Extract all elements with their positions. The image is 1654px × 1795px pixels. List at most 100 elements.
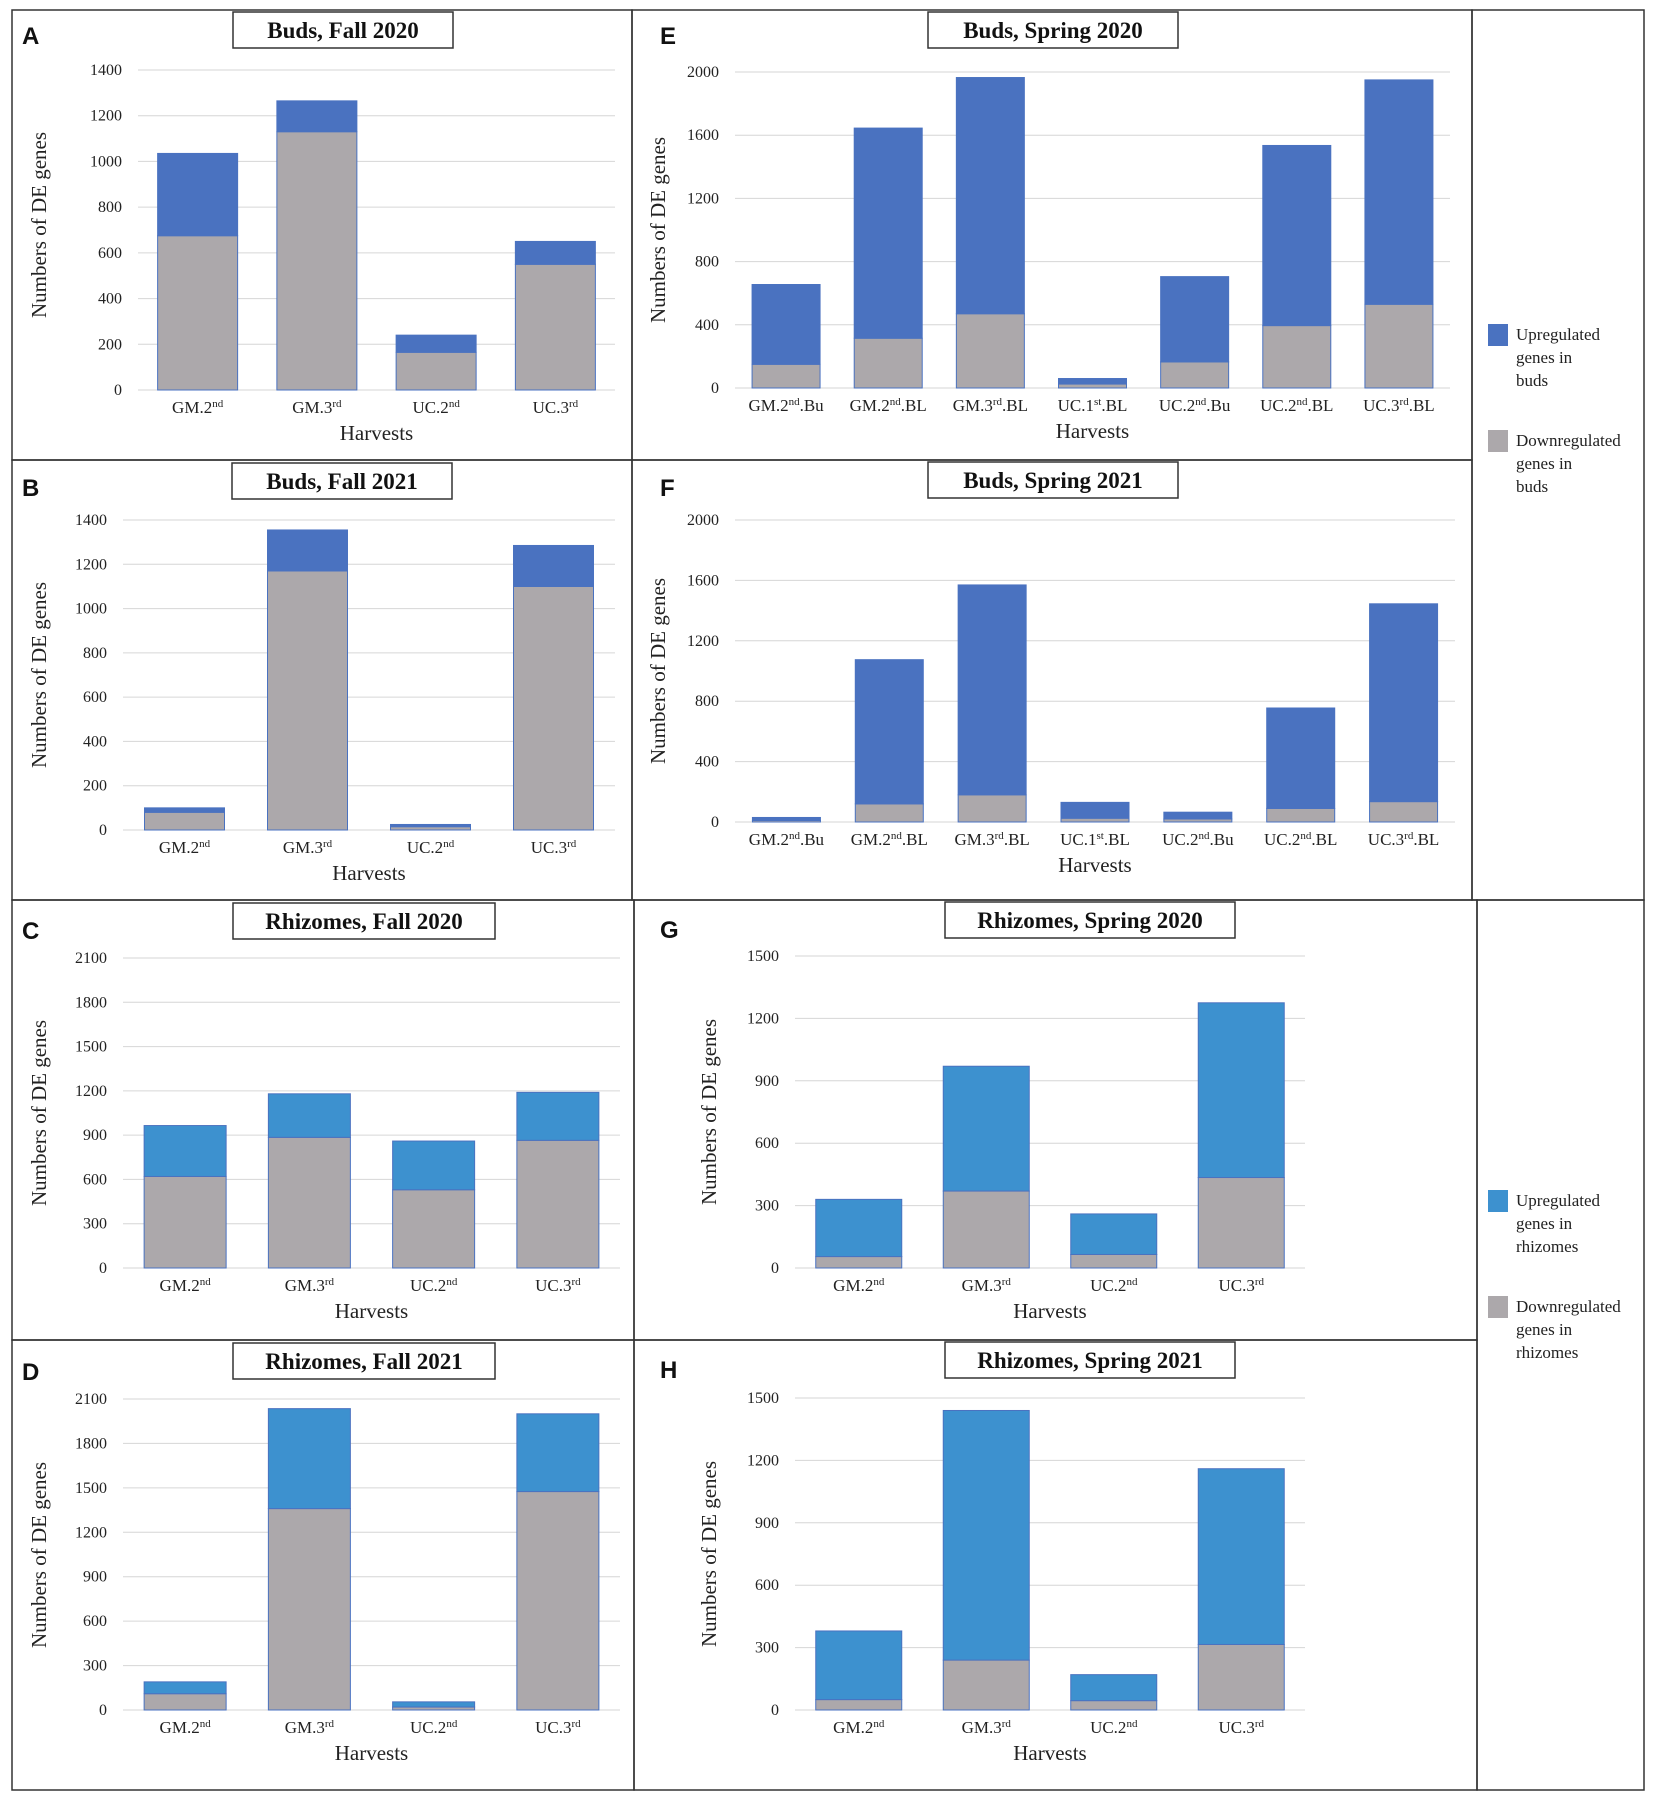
y-tick-label: 1600 <box>687 127 719 144</box>
charts-layer: 0 200 400 600 800 1000 1200 1400 GM.2nd GM.3rd UC.… <box>22 11 1455 1765</box>
chart-panel-d: 0 300 600 900 1200 1500 1800 2100 GM.2nd GM.3rd UC… <box>22 1342 620 1765</box>
x-axis-label: Harvests <box>1058 853 1131 877</box>
x-tick-label: UC.3rd <box>535 1718 581 1737</box>
bar-upregulated <box>751 816 821 821</box>
y-tick-label: 400 <box>83 733 107 750</box>
legend-rhizomes: Upregulated genes in rhizomes Downregulated… <box>1488 1190 1621 1362</box>
y-tick-label: 2000 <box>687 512 719 529</box>
y-tick-label: 300 <box>83 1216 107 1233</box>
chart-title-box <box>231 462 453 500</box>
bar-downregulated <box>942 1659 1030 1711</box>
bar-upregulated <box>1163 811 1233 820</box>
y-axis-label: Numbers of DE genes <box>27 132 51 318</box>
bar-downregulated <box>1197 1177 1285 1269</box>
bar-downregulated <box>513 585 594 831</box>
x-axis-label: Harvests <box>335 1741 408 1765</box>
chart-title: Rhizomes, Spring 2021 <box>977 1348 1203 1373</box>
x-tick-label: GM.3rd <box>962 1718 1012 1737</box>
chart-title: Rhizomes, Spring 2020 <box>977 908 1203 933</box>
legend-swatch <box>1488 1296 1508 1318</box>
bar-downregulated <box>1070 1700 1158 1711</box>
bar-upregulated <box>942 1065 1030 1192</box>
bar-upregulated <box>1058 378 1127 385</box>
bar-upregulated <box>514 240 596 265</box>
panel-letter: A <box>22 23 39 50</box>
y-tick-label: 1200 <box>747 1452 779 1469</box>
x-tick-label: GM.3rd <box>285 1718 335 1737</box>
x-tick-label: GM.2nd <box>160 1276 212 1295</box>
y-tick-label: 600 <box>83 1613 107 1630</box>
bar-downregulated <box>1266 807 1336 823</box>
bar-downregulated <box>267 570 348 831</box>
x-tick-label: UC.2nd.Bu <box>1159 396 1231 415</box>
x-tick-label: UC.3rd.BL <box>1368 830 1440 849</box>
frame-legend-rhizomes <box>1476 899 1645 1791</box>
chart-title-box <box>927 11 1179 49</box>
bar-upregulated <box>267 1093 351 1138</box>
x-axis-label: Harvests <box>1013 1299 1086 1323</box>
frame-panel-h <box>633 1339 1478 1791</box>
bar-upregulated <box>1364 79 1434 305</box>
y-tick-label: 1000 <box>90 153 122 170</box>
legend-label: Upregulated genes in buds <box>1516 325 1601 390</box>
x-tick-label: UC.2nd.Bu <box>1162 830 1234 849</box>
y-axis-label: Numbers of DE genes <box>27 1020 51 1206</box>
y-tick-label: 900 <box>83 1127 107 1144</box>
chart-panel-h: 0 300 600 900 1200 1500 GM.2nd GM.3rd UC.2nd UC.3… <box>660 1341 1305 1765</box>
y-tick-label: 800 <box>695 254 719 271</box>
bar-upregulated <box>942 1409 1030 1661</box>
chart-title: Rhizomes, Fall 2020 <box>265 909 462 934</box>
x-tick-label: GM.2nd <box>833 1718 885 1737</box>
x-tick-label: GM.3rd <box>285 1276 335 1295</box>
x-tick-label: UC.2nd <box>1090 1276 1138 1295</box>
bar-downregulated <box>1058 383 1127 389</box>
x-tick-label: UC.3rd.BL <box>1363 396 1435 415</box>
bar-downregulated <box>942 1190 1030 1269</box>
y-tick-label: 1800 <box>75 994 107 1011</box>
y-tick-label: 1800 <box>75 1435 107 1452</box>
y-tick-label: 1500 <box>747 1390 779 1407</box>
bar-upregulated <box>1369 603 1439 803</box>
y-tick-label: 200 <box>83 778 107 795</box>
chart-panel-a: 0 200 400 600 800 1000 1200 1400 GM.2nd GM.3rd UC.… <box>22 11 615 445</box>
y-tick-label: 600 <box>83 689 107 706</box>
x-tick-label: GM.2nd.BL <box>851 830 928 849</box>
y-tick-label: 0 <box>771 1260 779 1277</box>
bar-downregulated <box>1262 325 1332 389</box>
y-tick-label: 2100 <box>75 1391 107 1408</box>
bar-upregulated <box>395 334 477 353</box>
bar-upregulated <box>1070 1213 1158 1255</box>
bar-upregulated <box>516 1091 600 1141</box>
y-tick-label: 300 <box>755 1640 779 1657</box>
legend-swatch <box>1488 324 1508 346</box>
y-tick-label: 400 <box>98 291 122 308</box>
frame-panel-e <box>631 9 1473 461</box>
panel-frames <box>11 9 1645 1791</box>
chart-panel-c: 0 300 600 900 1200 1500 1800 2100 GM.2nd GM.3rd UC… <box>22 902 620 1323</box>
bar-upregulated <box>853 127 923 339</box>
bar-upregulated <box>144 807 225 813</box>
y-tick-label: 600 <box>83 1171 107 1188</box>
panel-letter: D <box>22 1359 39 1386</box>
y-tick-label: 800 <box>83 645 107 662</box>
x-tick-label: GM.2nd.Bu <box>749 830 825 849</box>
y-tick-label: 0 <box>771 1702 779 1719</box>
bar-upregulated <box>157 152 239 237</box>
y-tick-label: 1600 <box>687 572 719 589</box>
chart-panel-b: 0 200 400 600 800 1000 1200 1400 GM.2nd GM.3rd UC.… <box>22 462 615 885</box>
legend-buds: Upregulated genes in buds Downregulated gene… <box>1488 324 1621 496</box>
bar-upregulated <box>267 1408 351 1510</box>
x-tick-label: UC.3rd <box>535 1276 581 1295</box>
x-tick-label: UC.2nd <box>1090 1718 1138 1737</box>
y-tick-label: 400 <box>695 754 719 771</box>
x-axis-label: Harvests <box>335 1299 408 1323</box>
y-tick-label: 900 <box>83 1569 107 1586</box>
y-tick-label: 0 <box>114 382 122 399</box>
bar-upregulated <box>1060 801 1130 819</box>
bar-downregulated <box>1364 303 1434 389</box>
x-tick-label: UC.3rd <box>533 398 579 417</box>
y-tick-label: 1000 <box>75 601 107 618</box>
x-tick-label: UC.1st.BL <box>1058 396 1128 415</box>
chart-panel-f: 0 400 800 1200 1600 2000 GM.2nd.Bu GM.2nd.BL GM.… <box>646 461 1455 877</box>
